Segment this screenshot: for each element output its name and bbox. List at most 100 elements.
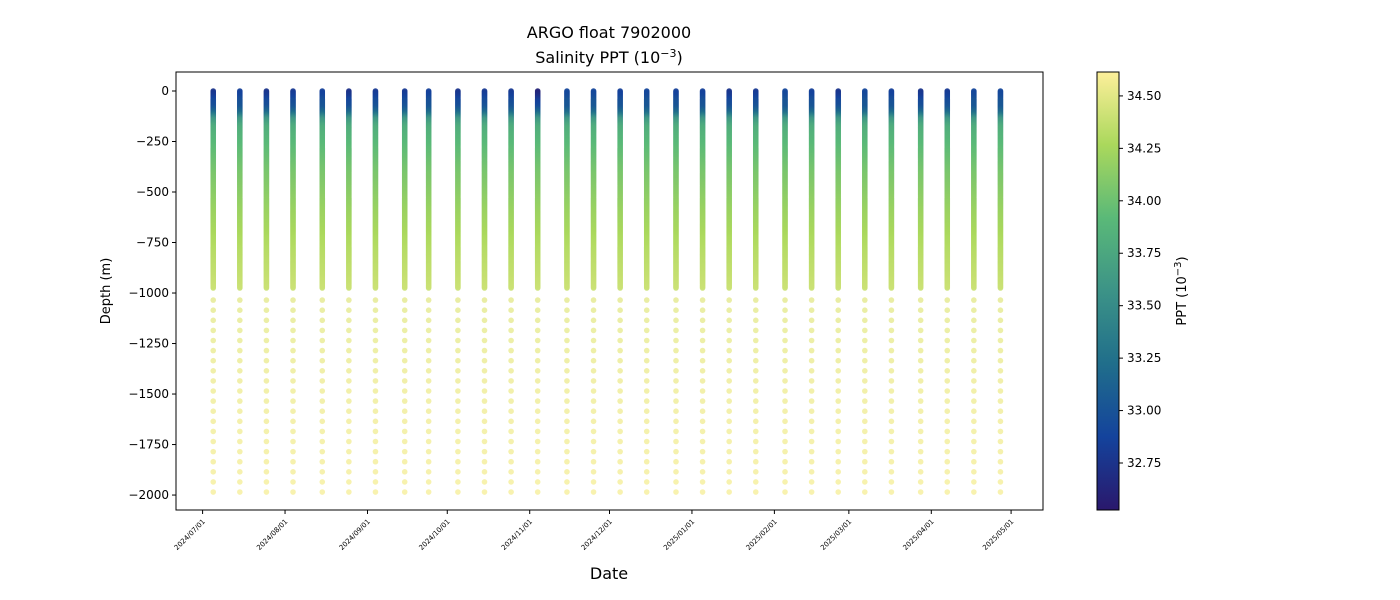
data-point: [290, 428, 296, 435]
data-point: [508, 378, 514, 384]
data-point: [346, 428, 352, 435]
data-point: [590, 317, 597, 324]
data-point: [372, 489, 379, 495]
data-point: [782, 307, 788, 313]
data-point: [699, 479, 706, 485]
data-point: [808, 327, 815, 334]
data-point: [782, 327, 788, 334]
data-point: [210, 357, 217, 364]
data-point: [237, 337, 243, 344]
data-point: [752, 347, 759, 354]
data-point: [263, 327, 270, 334]
data-point: [346, 489, 352, 495]
data-point: [808, 368, 815, 374]
data-point: [808, 378, 815, 384]
data-point: [237, 469, 243, 475]
data-point: [346, 297, 352, 303]
data-point: [263, 428, 270, 435]
data-point: [319, 438, 326, 445]
data-point: [508, 438, 514, 445]
data-point: [534, 378, 541, 384]
data-point: [617, 418, 623, 425]
data-point: [590, 398, 597, 404]
data-point: [290, 388, 296, 394]
data-point: [564, 347, 570, 354]
data-point: [808, 297, 815, 303]
data-point: [726, 368, 732, 374]
data-point: [210, 307, 217, 313]
data-point: [508, 458, 514, 465]
data-point: [534, 438, 541, 445]
data-point: [699, 489, 706, 495]
data-point: [564, 285, 570, 291]
data-point: [508, 388, 514, 394]
data-point: [534, 368, 541, 374]
data-point: [290, 448, 296, 455]
data-point: [808, 307, 815, 313]
data-point: [673, 347, 679, 354]
data-point: [643, 337, 650, 344]
profile-2024-11-25: [590, 88, 597, 495]
data-point: [372, 469, 379, 475]
data-point: [752, 398, 759, 404]
data-point: [782, 489, 788, 495]
data-point: [210, 489, 217, 495]
data-point: [508, 448, 514, 455]
data-point: [643, 428, 650, 435]
data-point: [455, 428, 461, 435]
data-point: [210, 388, 217, 394]
data-point: [508, 297, 514, 303]
data-point: [534, 428, 541, 435]
profile-2024-07-15: [237, 88, 243, 495]
data-point: [290, 378, 296, 384]
data-point: [290, 337, 296, 344]
data-point: [481, 297, 488, 303]
data-point: [673, 448, 679, 455]
data-point: [372, 378, 379, 384]
data-point: [643, 448, 650, 455]
data-point: [401, 368, 408, 374]
data-point: [534, 398, 541, 404]
data-point: [319, 458, 326, 465]
data-point: [425, 458, 432, 465]
data-point: [673, 378, 679, 384]
data-point: [401, 337, 408, 344]
data-point: [481, 317, 488, 324]
data-point: [808, 285, 815, 291]
data-point: [590, 408, 597, 415]
data-point: [401, 469, 408, 475]
data-point: [346, 347, 352, 354]
data-point: [782, 408, 788, 415]
data-point: [590, 479, 597, 485]
data-point: [401, 307, 408, 313]
data-point: [699, 408, 706, 415]
data-point: [508, 327, 514, 334]
data-point: [808, 469, 815, 475]
data-point: [346, 458, 352, 465]
data-point: [752, 489, 759, 495]
data-point: [752, 469, 759, 475]
data-point: [699, 347, 706, 354]
data-point: [372, 297, 379, 303]
data-point: [263, 408, 270, 415]
data-point: [372, 438, 379, 445]
data-point: [564, 378, 570, 384]
data-point: [455, 297, 461, 303]
data-point: [673, 418, 679, 425]
data-point: [590, 337, 597, 344]
data-point: [564, 297, 570, 303]
data-point: [481, 438, 488, 445]
data-point: [590, 489, 597, 495]
data-point: [481, 388, 488, 394]
data-point: [210, 398, 217, 404]
data-point: [534, 317, 541, 324]
data-point: [372, 388, 379, 394]
data-point: [699, 337, 706, 344]
data-point: [237, 317, 243, 324]
data-point: [782, 458, 788, 465]
data-point: [508, 398, 514, 404]
data-point: [643, 357, 650, 364]
data-point: [564, 408, 570, 415]
data-point: [534, 408, 541, 415]
data-point: [481, 347, 488, 354]
